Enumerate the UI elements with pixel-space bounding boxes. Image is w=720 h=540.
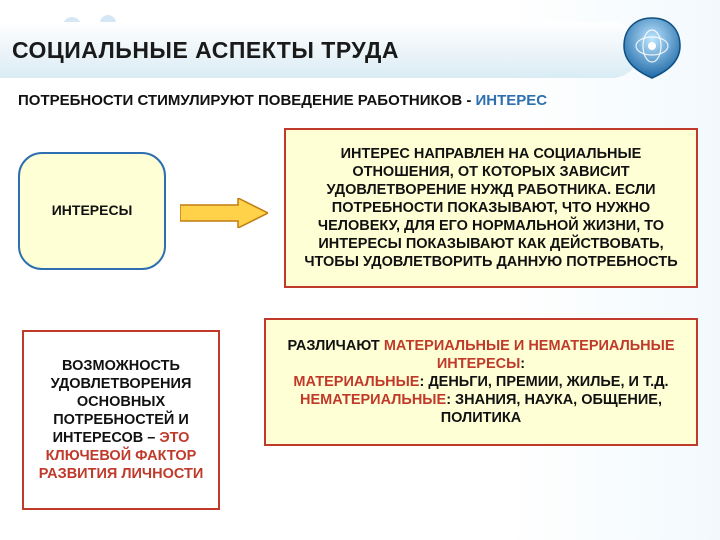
box-types-l3b: : ЗНАНИЯ, НАУКА, ОБЩЕНИЕ, ПОЛИТИКА <box>441 392 662 426</box>
box-types-l2b: : ДЕНЬГИ, ПРЕМИИ, ЖИЛЬЕ, И Т.Д. <box>419 374 668 390</box>
arrow-right-icon <box>180 198 268 228</box>
box-definition: ИНТЕРЕС НАПРАВЛЕН НА СОЦИАЛЬНЫЕ ОТНОШЕНИ… <box>284 128 698 288</box>
box-key-factor: ВОЗМОЖНОСТЬ УДОВЛЕТВОРЕНИЯ ОСНОВНЫХ ПОТР… <box>22 330 220 510</box>
box-types: РАЗЛИЧАЮТ МАТЕРИАЛЬНЫЕ И НЕМАТЕРИАЛЬНЫЕ … <box>264 318 698 446</box>
logo-badge-icon <box>620 16 684 80</box>
slide: СОЦИАЛЬНЫЕ АСПЕКТЫ ТРУДА ПОТРЕБНОСТИ СТИ… <box>0 0 720 540</box>
box-definition-text: ИНТЕРЕС НАПРАВЛЕН НА СОЦИАЛЬНЫЕ ОТНОШЕНИ… <box>292 145 690 272</box>
box-types-l1a: РАЗЛИЧАЮТ <box>287 338 383 354</box>
slide-title: СОЦИАЛЬНЫЕ АСПЕКТЫ ТРУДА <box>12 37 399 64</box>
box-interests: ИНТЕРЕСЫ <box>18 152 166 270</box>
box-types-l1b: МАТЕРИАЛЬНЫЕ И НЕМАТЕРИАЛЬНЫЕ ИНТЕРЕСЫ <box>384 338 675 372</box>
subtitle-accent: ИНТЕРЕС <box>476 92 548 109</box>
subtitle-text: ПОТРЕБНОСТИ СТИМУЛИРУЮТ ПОВЕДЕНИЕ РАБОТН… <box>18 92 476 109</box>
box-interests-label: ИНТЕРЕСЫ <box>52 202 133 220</box>
title-bar: СОЦИАЛЬНЫЕ АСПЕКТЫ ТРУДА <box>0 22 640 78</box>
box-types-l2a: МАТЕРИАЛЬНЫЕ <box>293 374 419 390</box>
box-types-text: РАЗЛИЧАЮТ МАТЕРИАЛЬНЫЕ И НЕМАТЕРИАЛЬНЫЕ … <box>272 337 690 428</box>
box-types-l3a: НЕМАТЕРИАЛЬНЫЕ <box>300 392 446 408</box>
subtitle: ПОТРЕБНОСТИ СТИМУЛИРУЮТ ПОВЕДЕНИЕ РАБОТН… <box>18 92 547 109</box>
box-key-factor-text: ВОЗМОЖНОСТЬ УДОВЛЕТВОРЕНИЯ ОСНОВНЫХ ПОТР… <box>30 357 212 484</box>
